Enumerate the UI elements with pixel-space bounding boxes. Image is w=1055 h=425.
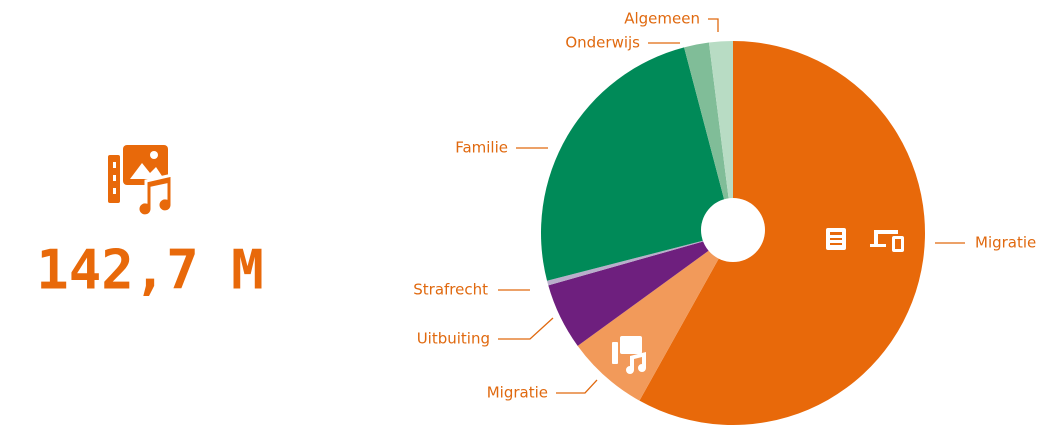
slice-label: Strafrecht — [413, 281, 488, 299]
leader-line — [708, 18, 719, 32]
pie-slice — [547, 233, 733, 286]
slice-label: Familie — [455, 139, 508, 157]
pie-slice — [639, 41, 925, 425]
leader-line — [556, 379, 598, 394]
slice-label: Migratie — [487, 384, 548, 402]
leader-line — [498, 317, 554, 340]
pie-slice — [708, 41, 733, 233]
pie-slice — [548, 233, 733, 346]
pie-slice — [541, 47, 733, 281]
slice-icons — [612, 228, 904, 374]
media-icon — [108, 145, 174, 218]
total-value: 142,7 M — [36, 239, 264, 302]
slice-label: Migratie — [975, 234, 1036, 252]
donut-hole — [701, 198, 765, 262]
pie-slice — [684, 42, 733, 233]
slice-label: Onderwijs — [565, 34, 640, 52]
slice-label: Uitbuiting — [417, 330, 490, 348]
slice-label: Algemeen — [624, 10, 700, 28]
